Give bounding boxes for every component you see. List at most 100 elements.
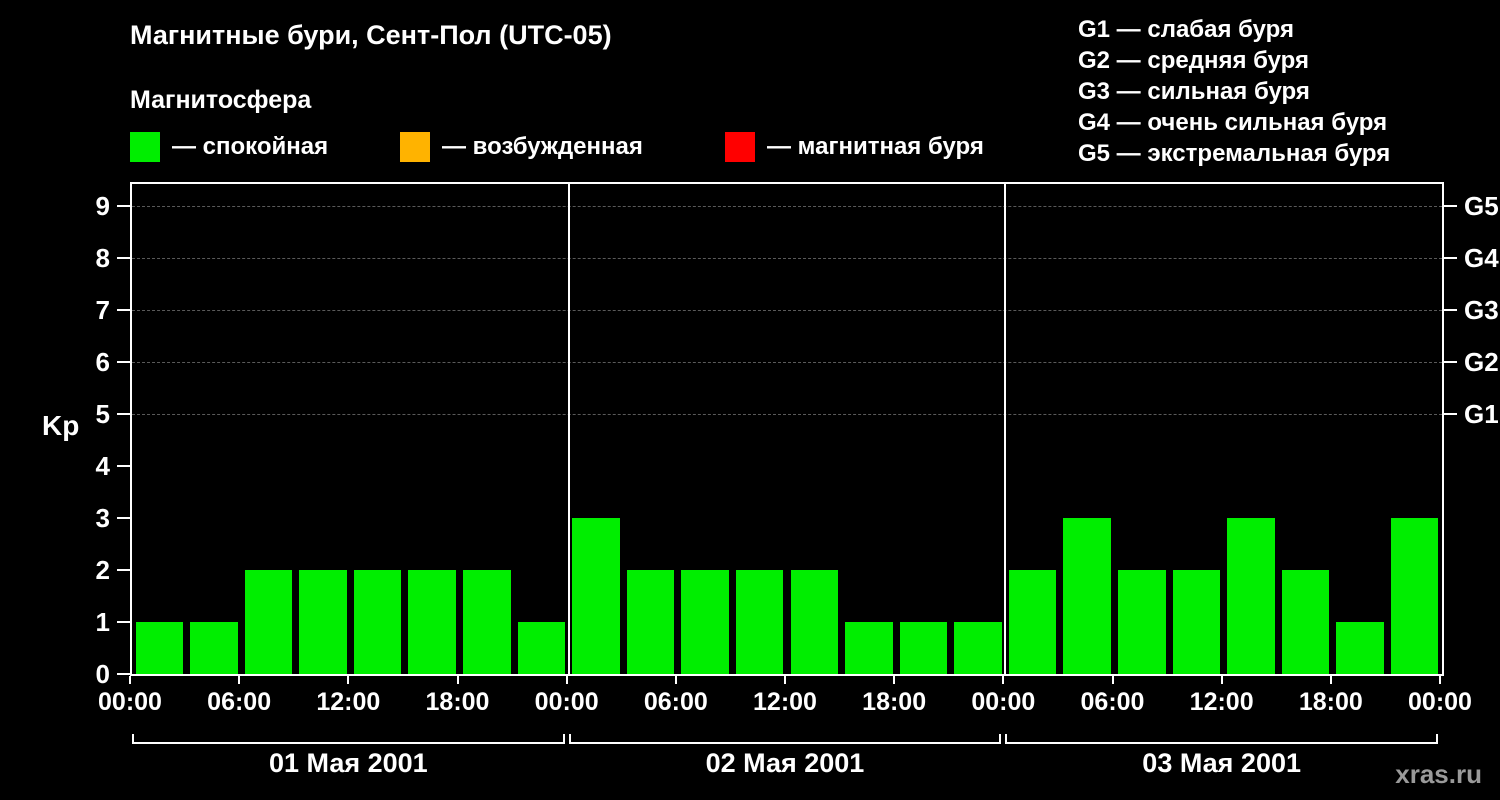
legend-color-swatch	[400, 132, 430, 162]
kp-bar	[681, 570, 729, 674]
x-axis-tick	[1329, 676, 1332, 684]
y-axis-tick	[117, 361, 130, 363]
kp-bar	[1227, 518, 1275, 674]
storm-scale-line: G1 — слабая буря	[1078, 16, 1295, 43]
kp-bar	[626, 570, 675, 674]
x-axis-tick-label: 00:00	[1408, 688, 1472, 716]
y-axis-tick-label: 1	[95, 607, 110, 637]
date-label: 03 Мая 2001	[1142, 748, 1301, 778]
legend-item: — спокойная	[130, 131, 328, 163]
kp-bar	[190, 622, 238, 674]
x-axis-tick	[565, 676, 568, 684]
x-axis-tick	[1220, 676, 1223, 684]
kp-bar	[954, 622, 1002, 674]
y-axis-tick	[117, 673, 130, 675]
x-axis-tick-label: 18:00	[425, 688, 490, 716]
kp-bar	[1336, 622, 1384, 674]
day-bracket	[132, 734, 565, 744]
kp-bar	[1118, 570, 1166, 674]
x-axis-tick	[456, 676, 459, 684]
legend-item-label: — магнитная буря	[767, 133, 984, 160]
y-axis-tick	[117, 621, 130, 623]
x-axis-tick	[1111, 676, 1114, 684]
y-axis-title: Kp	[42, 410, 80, 441]
x-axis-area: 00:00 06:00 12:00 18:00 01 Мая 2001 00:00 06:0…	[98, 676, 1472, 796]
storm-scale-line: G2 — средняя буря	[1078, 47, 1309, 74]
right-axis-tick	[1444, 309, 1457, 311]
gridline	[132, 414, 1442, 415]
x-axis-tick	[1439, 676, 1441, 684]
y-axis-tick-label: 2	[95, 555, 110, 585]
x-axis-tick	[347, 676, 350, 684]
y-axis-tick-label: 3	[95, 503, 110, 533]
kp-bar	[1008, 570, 1057, 674]
date-label: 02 Мая 2001	[705, 748, 865, 778]
kp-bar	[899, 622, 948, 674]
kp-bar	[463, 570, 511, 674]
y-axis-tick-label: 5	[95, 399, 110, 429]
y-axis-tick-label: 9	[95, 191, 110, 221]
y-axis-tick	[117, 413, 130, 415]
kp-bar	[1063, 518, 1111, 674]
y-axis-tick	[117, 205, 130, 207]
right-axis-tick	[1444, 257, 1457, 259]
x-axis-tick-label: 00:00	[971, 688, 1036, 716]
legend-color-swatch	[130, 132, 160, 162]
x-axis-tick	[238, 676, 241, 684]
legend-item: — магнитная буря	[725, 131, 984, 163]
kp-bar	[790, 570, 839, 674]
x-axis-tick-label: 00:00	[534, 688, 599, 716]
date-label: 01 Мая 2001	[268, 748, 428, 778]
y-axis-tick	[117, 517, 130, 519]
g-scale-label: G4	[1464, 243, 1499, 273]
right-axis-tick	[1444, 361, 1457, 363]
x-axis-tick	[1002, 676, 1005, 684]
x-axis-tick-label: 12:00	[1189, 688, 1254, 716]
day-bracket	[1005, 734, 1438, 744]
y-axis-tick-label: 6	[95, 347, 110, 377]
kp-bar	[1281, 570, 1330, 674]
g-scale-label: G1	[1464, 399, 1499, 429]
storm-scale-line: G3 — сильная буря	[1078, 78, 1310, 105]
kp-bar	[845, 622, 893, 674]
x-axis-tick	[674, 676, 677, 684]
y-axis-tick-label: 8	[95, 243, 110, 273]
legend-color-swatch	[725, 132, 755, 162]
chart-title: Магнитные бури, Сент-Пол (UTC-05)	[130, 20, 612, 50]
g-scale-label: G3	[1464, 295, 1499, 325]
kp-bar	[135, 622, 184, 674]
right-axis-tick	[1444, 205, 1457, 207]
legend-item: — возбужденная	[400, 131, 643, 163]
kp-bar	[517, 622, 566, 674]
storm-scale-line: G5 — экстремальная буря	[1078, 140, 1391, 167]
x-axis-tick-label: 12:00	[753, 688, 817, 716]
kp-bar	[1172, 570, 1221, 674]
x-axis-tick	[893, 676, 896, 684]
gridline	[132, 362, 1442, 363]
y-axis-tick-label: 7	[95, 295, 110, 325]
kp-bar	[244, 570, 293, 674]
x-axis-tick-label: 18:00	[1298, 688, 1363, 716]
y-axis-tick	[117, 257, 130, 259]
gridline	[132, 258, 1442, 259]
x-axis-tick-label: 06:00	[643, 688, 708, 716]
kp-bar	[299, 570, 347, 674]
kp-bar	[572, 518, 620, 674]
y-axis-tick	[117, 569, 130, 571]
legend-item-label: — возбужденная	[442, 133, 643, 160]
kp-bar	[353, 570, 402, 674]
kp-bar	[1390, 518, 1439, 674]
day-separator-line	[1004, 184, 1007, 674]
right-axis-tick	[1444, 413, 1457, 415]
y-axis-tick	[117, 309, 130, 311]
g-scale-label: G5	[1464, 191, 1499, 221]
plot-area: 0 1 2 3 4 5 6 7 8 9 G1 G2 G3 G4 G5	[96, 182, 1499, 689]
gridline	[132, 310, 1442, 311]
x-axis-tick-label: 06:00	[207, 688, 272, 716]
x-axis-tick-label: 06:00	[1080, 688, 1145, 716]
y-axis-tick-label: 4	[95, 451, 110, 481]
kp-bar	[408, 570, 456, 674]
magnetosphere-label: Магнитосфера	[130, 86, 312, 114]
gridline	[132, 206, 1442, 207]
